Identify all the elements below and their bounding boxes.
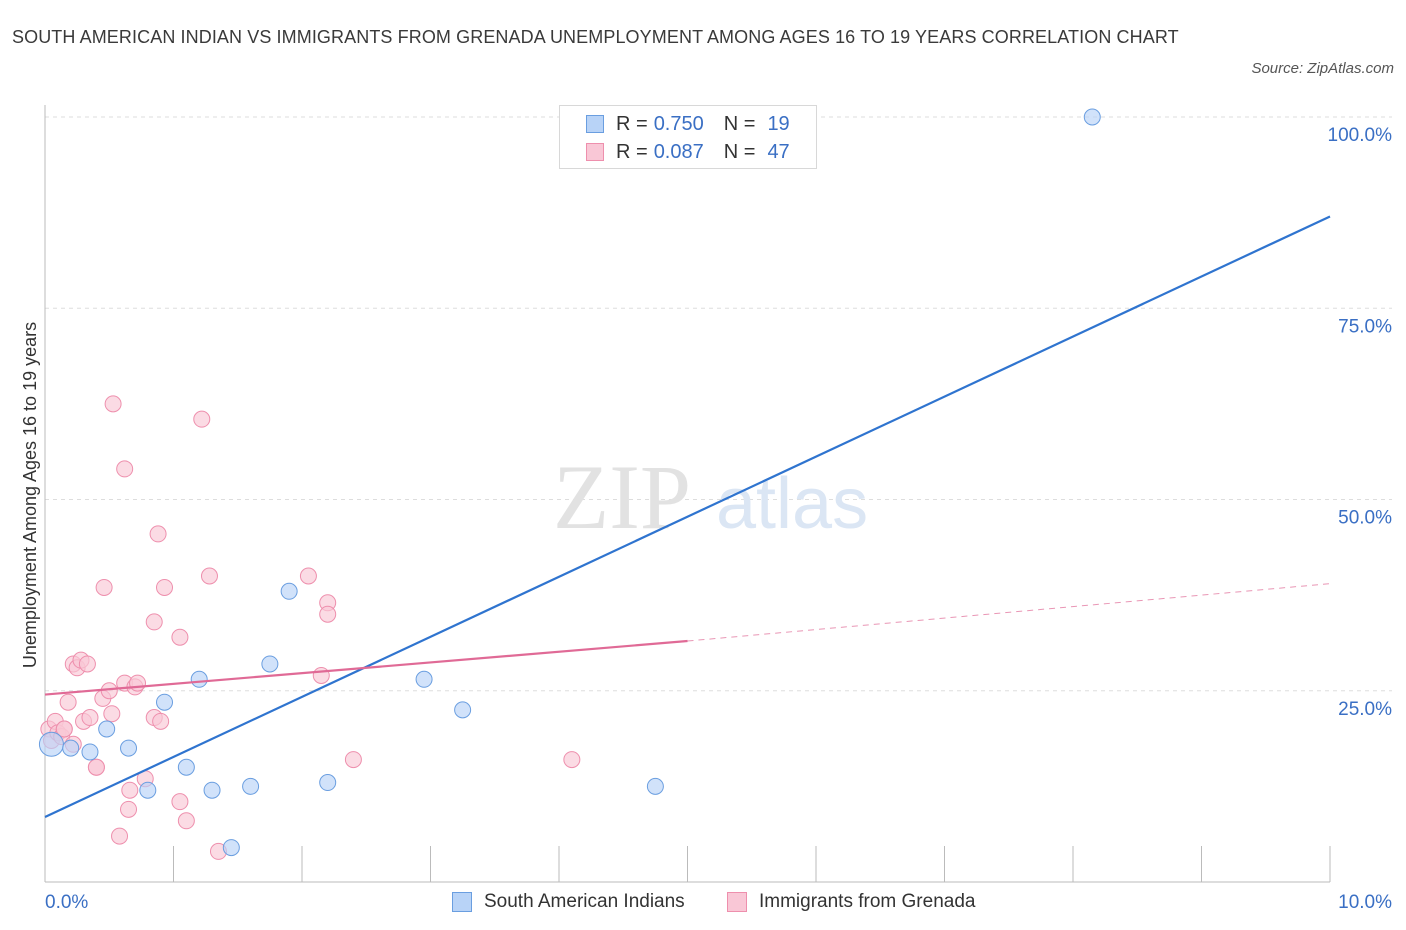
point-grenada: [121, 781, 139, 799]
y-tick-label: 50.0%: [1338, 508, 1392, 529]
point-grenada: [149, 525, 167, 543]
point-sai: [646, 777, 664, 795]
grid-lines: [45, 116, 1392, 692]
y-axis-label: Unemployment Among Ages 16 to 19 years: [20, 322, 40, 668]
point-grenada: [319, 605, 337, 623]
point-grenada: [111, 827, 129, 845]
point-grenada: [193, 410, 211, 428]
bottom-legend-swatch-pink: [727, 892, 747, 912]
y-tick-label: 100.0%: [1328, 125, 1393, 146]
point-grenada: [59, 693, 77, 711]
point-grenada: [145, 613, 163, 631]
point-grenada: [120, 800, 138, 818]
point-sai: [1083, 108, 1101, 126]
series-grenada-points: [40, 395, 581, 860]
point-grenada: [177, 812, 195, 830]
point-grenada: [171, 793, 189, 811]
point-sai: [98, 720, 116, 738]
series-sai-points: [38, 108, 1101, 857]
bottom-legend-grenada: Immigrants from Grenada: [727, 888, 975, 916]
trend-line-grenada-extrapolated: [687, 583, 1331, 642]
x-tick-label: 0.0%: [45, 892, 88, 913]
point-grenada: [103, 705, 121, 723]
legend-r-label: R =: [616, 140, 648, 163]
legend-row-sai: R = 0.750 N = 19: [586, 110, 790, 138]
point-sai: [242, 777, 260, 795]
point-sai: [190, 670, 208, 688]
point-sai: [38, 731, 64, 757]
point-grenada: [152, 712, 170, 730]
point-grenada: [299, 567, 317, 585]
legend-r-label: R =: [616, 112, 648, 135]
point-grenada: [55, 720, 73, 738]
legend-n-value: 19: [767, 112, 790, 135]
stats-legend: R = 0.750 N = 19 R = 0.087 N = 47: [559, 105, 817, 169]
point-sai: [203, 781, 221, 799]
chart-title: SOUTH AMERICAN INDIAN VS IMMIGRANTS FROM…: [12, 27, 1179, 47]
point-grenada: [104, 395, 122, 413]
point-grenada: [563, 751, 581, 769]
point-sai: [139, 781, 157, 799]
bottom-legend-sai: South American Indians: [452, 888, 685, 916]
point-grenada: [78, 655, 96, 673]
point-grenada: [116, 460, 134, 478]
bottom-legend-swatch-blue: [452, 892, 472, 912]
point-sai: [280, 582, 298, 600]
x-tick-label: 10.0%: [1338, 892, 1392, 913]
point-sai: [177, 758, 195, 776]
point-sai: [156, 693, 174, 711]
point-grenada: [344, 751, 362, 769]
point-sai: [62, 739, 80, 757]
legend-n-label: N =: [723, 112, 756, 135]
point-sai: [319, 774, 337, 792]
point-sai: [261, 655, 279, 673]
source-label: Source: ZipAtlas.com: [1251, 60, 1394, 77]
watermark: ZIP atlas: [553, 446, 868, 548]
y-tick-label: 75.0%: [1338, 316, 1392, 337]
legend-swatch-blue: [586, 115, 604, 133]
point-grenada: [171, 628, 189, 646]
point-grenada: [156, 578, 174, 596]
legend-row-grenada: R = 0.087 N = 47: [586, 138, 790, 166]
point-sai: [222, 839, 240, 857]
point-grenada: [81, 709, 99, 727]
trend-lines: [44, 215, 1331, 818]
point-grenada: [312, 666, 330, 684]
bottom-legend-label: Immigrants from Grenada: [759, 891, 976, 912]
point-sai: [120, 739, 138, 757]
watermark-zip: ZIP: [553, 446, 691, 548]
legend-r-value: 0.087: [653, 140, 704, 163]
legend-n-value: 47: [767, 140, 790, 163]
legend-swatch-pink: [586, 143, 604, 161]
point-grenada: [129, 674, 147, 692]
point-grenada: [95, 578, 113, 596]
legend-r-value: 0.750: [653, 112, 704, 135]
axes: [44, 105, 1331, 883]
trend-line-grenada: [44, 639, 688, 696]
trend-line-sai: [44, 215, 1331, 818]
point-sai: [81, 743, 99, 761]
legend-n-label: N =: [723, 140, 756, 163]
point-sai: [454, 701, 472, 719]
point-grenada: [200, 567, 218, 585]
point-grenada: [87, 758, 105, 776]
watermark-atlas: atlas: [716, 464, 868, 544]
y-tick-label: 25.0%: [1338, 699, 1392, 720]
tick-labels: 25.0% 50.0% 75.0% 100.0% 0.0% 10.0%: [45, 125, 1392, 913]
bottom-legend-label: South American Indians: [484, 891, 685, 912]
point-sai: [415, 670, 433, 688]
